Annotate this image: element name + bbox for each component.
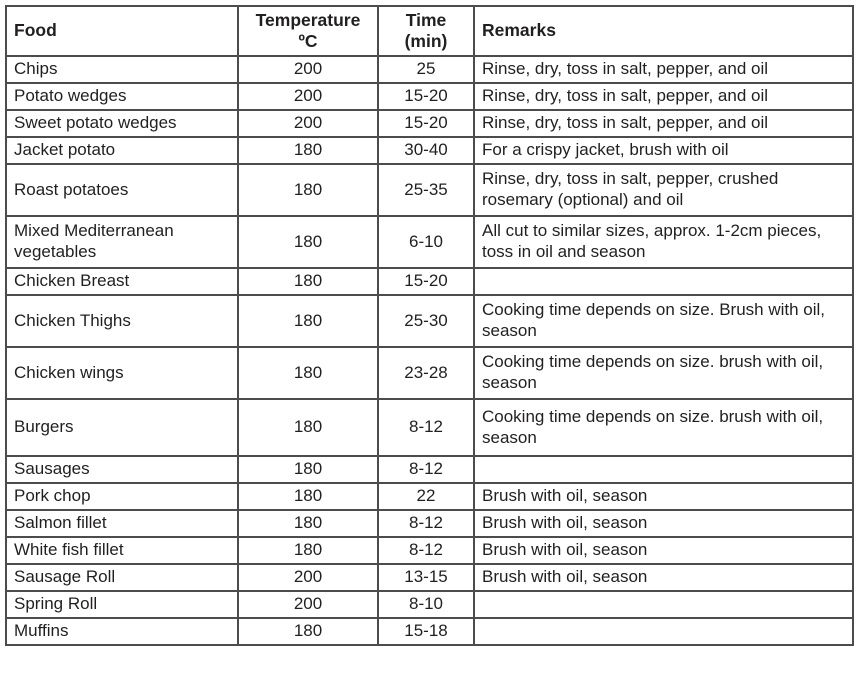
column-header-temperature-unit: ºC bbox=[298, 31, 318, 51]
table-row: Chicken wings 180 23-28 Cooking time dep… bbox=[5, 346, 854, 400]
table-row: Burgers 180 8-12 Cooking time depends on… bbox=[5, 398, 854, 457]
cell-food: Spring Roll bbox=[5, 590, 239, 619]
cell-time: 23-28 bbox=[377, 346, 475, 400]
cell-time: 15-20 bbox=[377, 82, 475, 111]
cell-remarks: Rinse, dry, toss in salt, pepper, and oi… bbox=[473, 82, 854, 111]
cell-food: Sausage Roll bbox=[5, 563, 239, 592]
cell-food: Salmon fillet bbox=[5, 509, 239, 538]
cell-temperature: 200 bbox=[237, 109, 379, 138]
cell-food: Roast potatoes bbox=[5, 163, 239, 217]
cell-time: 8-12 bbox=[377, 398, 475, 457]
table-header-row: Food Temperature ºC Time (min) Remarks bbox=[5, 5, 854, 57]
cell-time: 13-15 bbox=[377, 563, 475, 592]
cell-temperature: 180 bbox=[237, 136, 379, 165]
cell-food: Chicken Thighs bbox=[5, 294, 239, 348]
cell-temperature: 180 bbox=[237, 398, 379, 457]
cell-food: Burgers bbox=[5, 398, 239, 457]
cell-time: 25-35 bbox=[377, 163, 475, 217]
column-header-time-label: Time bbox=[405, 9, 447, 30]
cell-remarks bbox=[473, 617, 854, 646]
cell-time: 8-12 bbox=[377, 509, 475, 538]
cell-temperature: 180 bbox=[237, 267, 379, 296]
column-header-food: Food bbox=[5, 5, 239, 57]
cell-remarks: Cooking time depends on size. Brush with… bbox=[473, 294, 854, 348]
cell-remarks: All cut to similar sizes, approx. 1-2cm … bbox=[473, 215, 854, 269]
cell-food: White fish fillet bbox=[5, 536, 239, 565]
cell-remarks: Brush with oil, season bbox=[473, 482, 854, 511]
table-row: Chicken Thighs 180 25-30 Cooking time de… bbox=[5, 294, 854, 348]
cell-remarks: Brush with oil, season bbox=[473, 509, 854, 538]
cell-time: 15-18 bbox=[377, 617, 475, 646]
cell-remarks: Brush with oil, season bbox=[473, 536, 854, 565]
cell-remarks: Cooking time depends on size. brush with… bbox=[473, 346, 854, 400]
cell-time: 8-12 bbox=[377, 536, 475, 565]
table-row: Chips 200 25 Rinse, dry, toss in salt, p… bbox=[5, 55, 854, 84]
cell-temperature: 180 bbox=[237, 482, 379, 511]
cell-temperature: 180 bbox=[237, 163, 379, 217]
cell-remarks: Cooking time depends on size. brush with… bbox=[473, 398, 854, 457]
table-row: Pork chop 180 22 Brush with oil, season bbox=[5, 482, 854, 511]
table-row: Chicken Breast 180 15-20 bbox=[5, 267, 854, 296]
cell-food: Potato wedges bbox=[5, 82, 239, 111]
cell-time: 25 bbox=[377, 55, 475, 84]
column-header-remarks: Remarks bbox=[473, 5, 854, 57]
cell-remarks: Rinse, dry, toss in salt, pepper, and oi… bbox=[473, 55, 854, 84]
table-row: Salmon fillet 180 8-12 Brush with oil, s… bbox=[5, 509, 854, 538]
cell-time: 6-10 bbox=[377, 215, 475, 269]
cell-food: Sweet potato wedges bbox=[5, 109, 239, 138]
cell-temperature: 200 bbox=[237, 563, 379, 592]
cell-temperature: 200 bbox=[237, 55, 379, 84]
cooking-times-table: Food Temperature ºC Time (min) Remarks C… bbox=[5, 5, 854, 646]
cell-time: 22 bbox=[377, 482, 475, 511]
column-header-temperature-label: Temperature bbox=[255, 9, 361, 30]
cell-temperature: 200 bbox=[237, 82, 379, 111]
cell-time: 8-10 bbox=[377, 590, 475, 619]
table-row: White fish fillet 180 8-12 Brush with oi… bbox=[5, 536, 854, 565]
cell-remarks: Rinse, dry, toss in salt, pepper, and oi… bbox=[473, 109, 854, 138]
cell-temperature: 180 bbox=[237, 617, 379, 646]
table-row: Sausage Roll 200 13-15 Brush with oil, s… bbox=[5, 563, 854, 592]
table-row: Sweet potato wedges 200 15-20 Rinse, dry… bbox=[5, 109, 854, 138]
cell-food: Mixed Mediterranean vegetables bbox=[5, 215, 239, 269]
cell-time: 30-40 bbox=[377, 136, 475, 165]
cell-food: Chicken Breast bbox=[5, 267, 239, 296]
cell-temperature: 180 bbox=[237, 455, 379, 484]
cell-time: 25-30 bbox=[377, 294, 475, 348]
table-row: Mixed Mediterranean vegetables 180 6-10 … bbox=[5, 215, 854, 269]
cell-time: 15-20 bbox=[377, 267, 475, 296]
cell-temperature: 200 bbox=[237, 590, 379, 619]
cell-temperature: 180 bbox=[237, 215, 379, 269]
cell-food: Jacket potato bbox=[5, 136, 239, 165]
cell-remarks bbox=[473, 590, 854, 619]
cell-food: Chicken wings bbox=[5, 346, 239, 400]
cell-remarks: For a crispy jacket, brush with oil bbox=[473, 136, 854, 165]
cell-remarks: Rinse, dry, toss in salt, pepper, crushe… bbox=[473, 163, 854, 217]
column-header-temperature: Temperature ºC bbox=[237, 5, 379, 57]
cell-temperature: 180 bbox=[237, 509, 379, 538]
column-header-time-unit: (min) bbox=[404, 31, 448, 51]
table-row: Roast potatoes 180 25-35 Rinse, dry, tos… bbox=[5, 163, 854, 217]
cell-food: Pork chop bbox=[5, 482, 239, 511]
cell-remarks: Brush with oil, season bbox=[473, 563, 854, 592]
cell-temperature: 180 bbox=[237, 536, 379, 565]
table-row: Potato wedges 200 15-20 Rinse, dry, toss… bbox=[5, 82, 854, 111]
table-row: Jacket potato 180 30-40 For a crispy jac… bbox=[5, 136, 854, 165]
column-header-time: Time (min) bbox=[377, 5, 475, 57]
cell-time: 15-20 bbox=[377, 109, 475, 138]
cell-food: Chips bbox=[5, 55, 239, 84]
cell-food: Muffins bbox=[5, 617, 239, 646]
cell-temperature: 180 bbox=[237, 346, 379, 400]
table-row: Muffins 180 15-18 bbox=[5, 617, 854, 646]
cell-remarks bbox=[473, 455, 854, 484]
table-row: Spring Roll 200 8-10 bbox=[5, 590, 854, 619]
table-row: Sausages 180 8-12 bbox=[5, 455, 854, 484]
cell-temperature: 180 bbox=[237, 294, 379, 348]
cell-remarks bbox=[473, 267, 854, 296]
cell-food: Sausages bbox=[5, 455, 239, 484]
cell-time: 8-12 bbox=[377, 455, 475, 484]
